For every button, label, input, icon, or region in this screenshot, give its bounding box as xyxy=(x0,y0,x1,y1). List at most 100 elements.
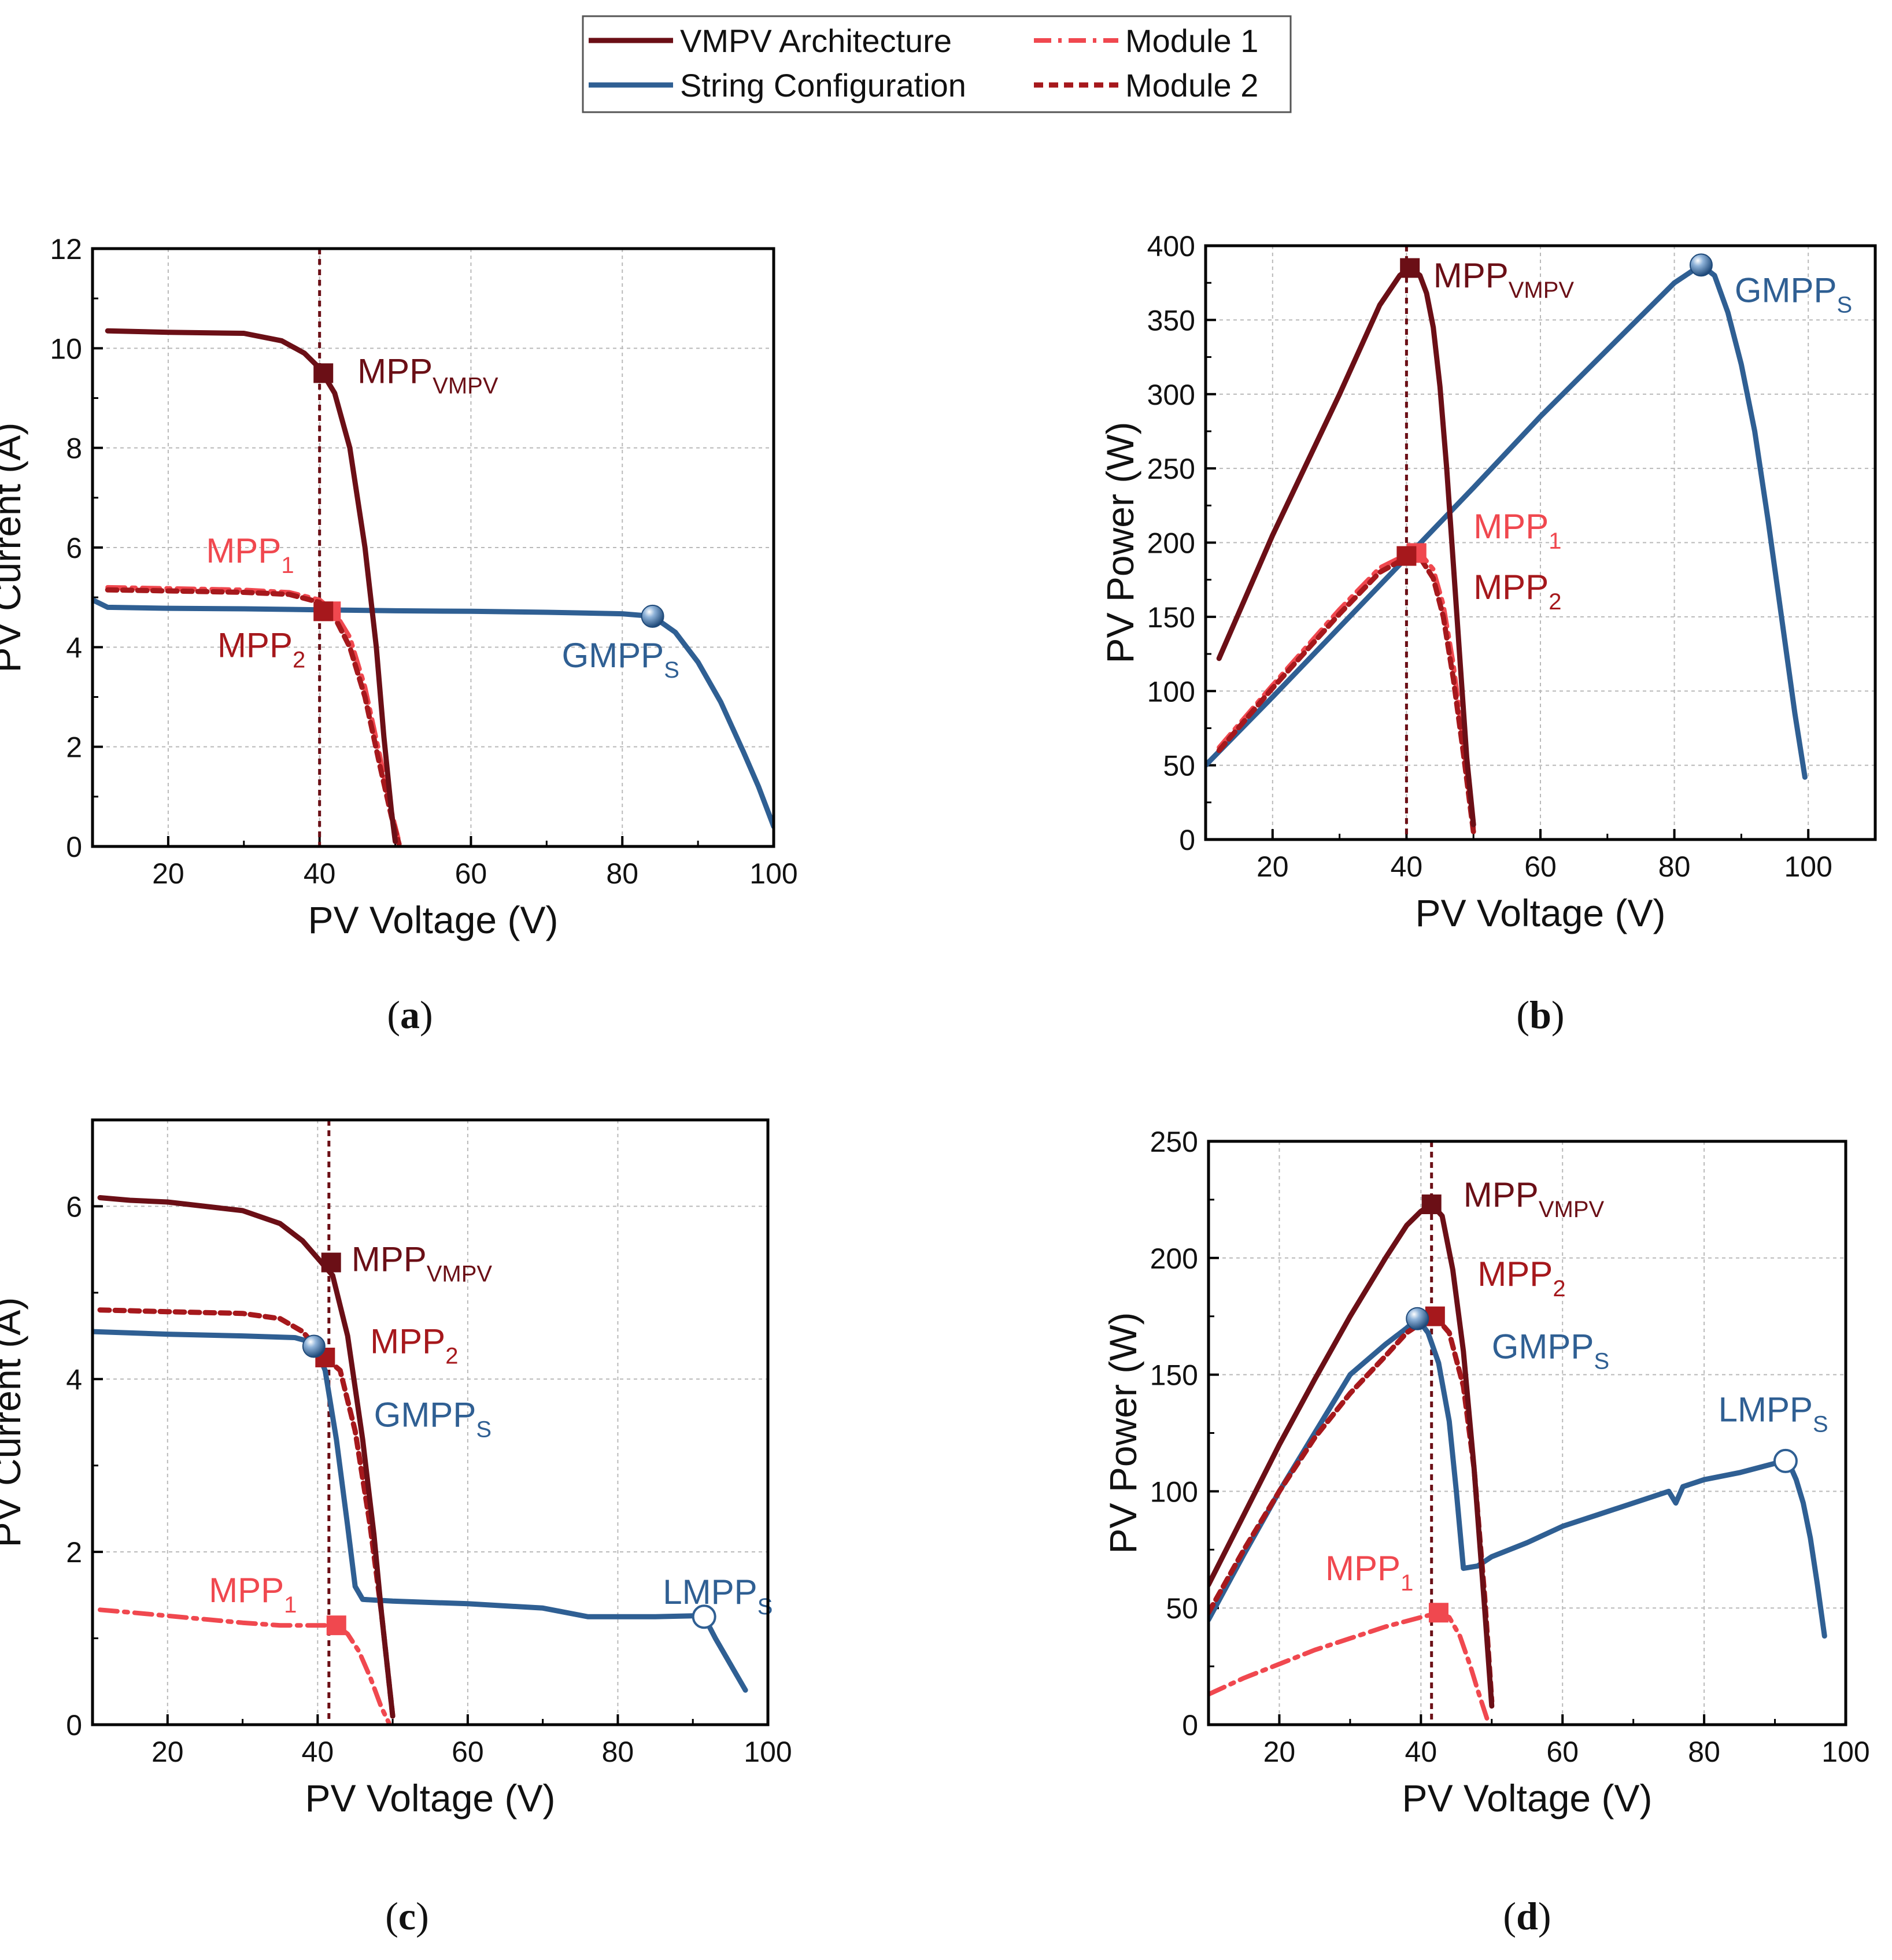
marker-mpp-1 xyxy=(326,1615,346,1636)
series-line-vmpv xyxy=(105,328,398,844)
annotation-mpp-2: MPP2 xyxy=(1473,568,1561,615)
annotation-lmpp-s: LMPPS xyxy=(1719,1390,1828,1437)
x-tick-label: 100 xyxy=(1784,850,1832,883)
y-tick-label: 100 xyxy=(1147,675,1195,708)
marker-mpp-vmpv xyxy=(313,363,334,383)
x-tick-label: 80 xyxy=(1658,850,1691,883)
x-tick-label: 40 xyxy=(1391,850,1423,883)
y-tick-label: 300 xyxy=(1147,379,1195,411)
annotation-mpp-2: MPP2 xyxy=(1477,1255,1565,1301)
y-axis-title: PV Current (A) xyxy=(0,1297,28,1548)
x-tick-label: 40 xyxy=(304,857,336,890)
annotation-mpp-1: MPP1 xyxy=(1325,1549,1413,1596)
plot-area xyxy=(1209,1141,1827,1725)
y-tick-label: 12 xyxy=(50,233,82,265)
x-tick-label: 60 xyxy=(452,1736,484,1768)
series-line-vmpv xyxy=(1216,265,1476,827)
panel-label-b: (b) xyxy=(1516,993,1564,1037)
y-tick-label: 2 xyxy=(66,1536,82,1569)
y-tick-label: 8 xyxy=(66,432,82,465)
annotation-gmpp-s: GMPPS xyxy=(562,636,679,683)
x-tick-label: 60 xyxy=(455,857,487,890)
marker-mpp-vmpv xyxy=(1400,258,1420,278)
x-tick-label: 80 xyxy=(1688,1736,1720,1768)
y-tick-label: 200 xyxy=(1150,1242,1198,1275)
x-axis-title: PV Voltage (V) xyxy=(1416,892,1666,934)
marker-mpp-2 xyxy=(313,601,334,622)
annotation-mpp-vmpv: MPPVMPV xyxy=(352,1240,493,1287)
annotation-mpp-1: MPP1 xyxy=(209,1571,297,1618)
series-line-module2 xyxy=(1216,554,1476,835)
annotation-mpp-2: MPP2 xyxy=(370,1322,458,1369)
annotation-gmpp-s: GMPPS xyxy=(1735,271,1852,318)
x-tick-label: 80 xyxy=(606,857,638,890)
y-axis-title: PV Power (W) xyxy=(1102,1312,1144,1554)
legend: VMPV Architecture Module 1 String Configur… xyxy=(582,15,1292,113)
y-axis-title: PV Current (A) xyxy=(0,423,28,673)
series-line-module2 xyxy=(97,1307,396,1719)
x-axis-title: PV Voltage (V) xyxy=(308,898,559,941)
chart-panel-c: 20 40 60 80 100 0 2 4 6 PV Voltage (V) PV Current … xyxy=(0,1118,792,1938)
annotation-mpp-2: MPP2 xyxy=(217,626,305,673)
series-line-vmpv xyxy=(1209,1201,1495,1709)
y-tick-label: 4 xyxy=(66,631,82,664)
x-tick-label: 60 xyxy=(1524,850,1557,883)
legend-label-vmpv: VMPV Architecture xyxy=(680,23,952,59)
x-tick-label: 100 xyxy=(749,857,797,890)
legend-box xyxy=(582,15,1292,113)
chart-panel-d: 20 40 60 80 100 0 50 100 150 200 250 PV Voltage (V)… xyxy=(1102,1126,1870,1938)
x-tick-label: 40 xyxy=(1405,1736,1438,1768)
x-tick-label: 100 xyxy=(1821,1736,1869,1768)
x-tick-label: 20 xyxy=(1257,850,1289,883)
series-line-string xyxy=(93,597,774,829)
y-tick-label: 4 xyxy=(66,1363,82,1396)
y-tick-label: 150 xyxy=(1150,1359,1198,1392)
annotation-mpp-vmpv: MPPVMPV xyxy=(357,352,498,399)
marker-gmpp-s xyxy=(641,604,664,628)
marker-lmpp-s xyxy=(692,1604,716,1629)
marker-gmpp-s xyxy=(1689,253,1713,277)
x-axis-title: PV Voltage (V) xyxy=(1402,1777,1653,1820)
x-tick-label: 60 xyxy=(1546,1736,1579,1768)
y-tick-label: 350 xyxy=(1147,304,1195,336)
y-tick-label: 100 xyxy=(1150,1475,1198,1508)
y-tick-label: 250 xyxy=(1150,1126,1198,1158)
plot-frame xyxy=(91,1118,770,1726)
annotation-mpp-1: MPP1 xyxy=(1473,507,1561,554)
y-tick-label: 400 xyxy=(1147,230,1195,262)
chart-panel-b: 20 40 60 80 100 0 50 100 150 200 250 300 350 400 PV Vo… xyxy=(1099,230,1877,1037)
y-tick-label: 50 xyxy=(1166,1592,1198,1625)
y-tick-label: 0 xyxy=(66,831,82,863)
y-tick-label: 6 xyxy=(66,1190,82,1223)
annotation-gmpp-s: GMPPS xyxy=(374,1395,492,1442)
chart-panel-a: 20 40 60 80 100 0 2 4 6 8 10 12 PV Voltage (V) PV Cur… xyxy=(0,233,798,1037)
x-tick-label: 100 xyxy=(744,1736,792,1768)
x-tick-label: 20 xyxy=(152,857,184,890)
y-tick-label: 0 xyxy=(66,1709,82,1741)
y-tick-label: 2 xyxy=(66,731,82,764)
annotation-mpp-1: MPP1 xyxy=(206,531,294,578)
panel-label-c: (c) xyxy=(385,1894,429,1938)
x-tick-label: 20 xyxy=(1263,1736,1296,1768)
series-line-module1 xyxy=(1209,1610,1491,1725)
marker-lmpp-s xyxy=(1773,1448,1798,1473)
y-tick-label: 0 xyxy=(1182,1709,1198,1741)
x-tick-label: 80 xyxy=(602,1736,634,1768)
series-line-module1 xyxy=(98,1607,391,1725)
plot-frame xyxy=(1204,244,1877,841)
panel-label-a: (a) xyxy=(387,993,433,1037)
marker-mpp-vmpv xyxy=(321,1252,341,1273)
legend-label-string: String Configuration xyxy=(680,67,966,103)
marker-mpp-2 xyxy=(1396,546,1417,566)
annotation-mpp-vmpv: MPPVMPV xyxy=(1464,1175,1605,1222)
y-tick-label: 50 xyxy=(1163,750,1195,782)
y-axis-title: PV Power (W) xyxy=(1099,421,1141,663)
y-tick-label: 250 xyxy=(1147,453,1195,485)
legend-label-module1: Module 1 xyxy=(1125,23,1258,59)
y-tick-label: 200 xyxy=(1147,527,1195,560)
x-tick-label: 20 xyxy=(151,1736,184,1768)
marker-gmpp-s xyxy=(1406,1307,1429,1330)
legend-label-module2: Module 2 xyxy=(1125,67,1258,103)
